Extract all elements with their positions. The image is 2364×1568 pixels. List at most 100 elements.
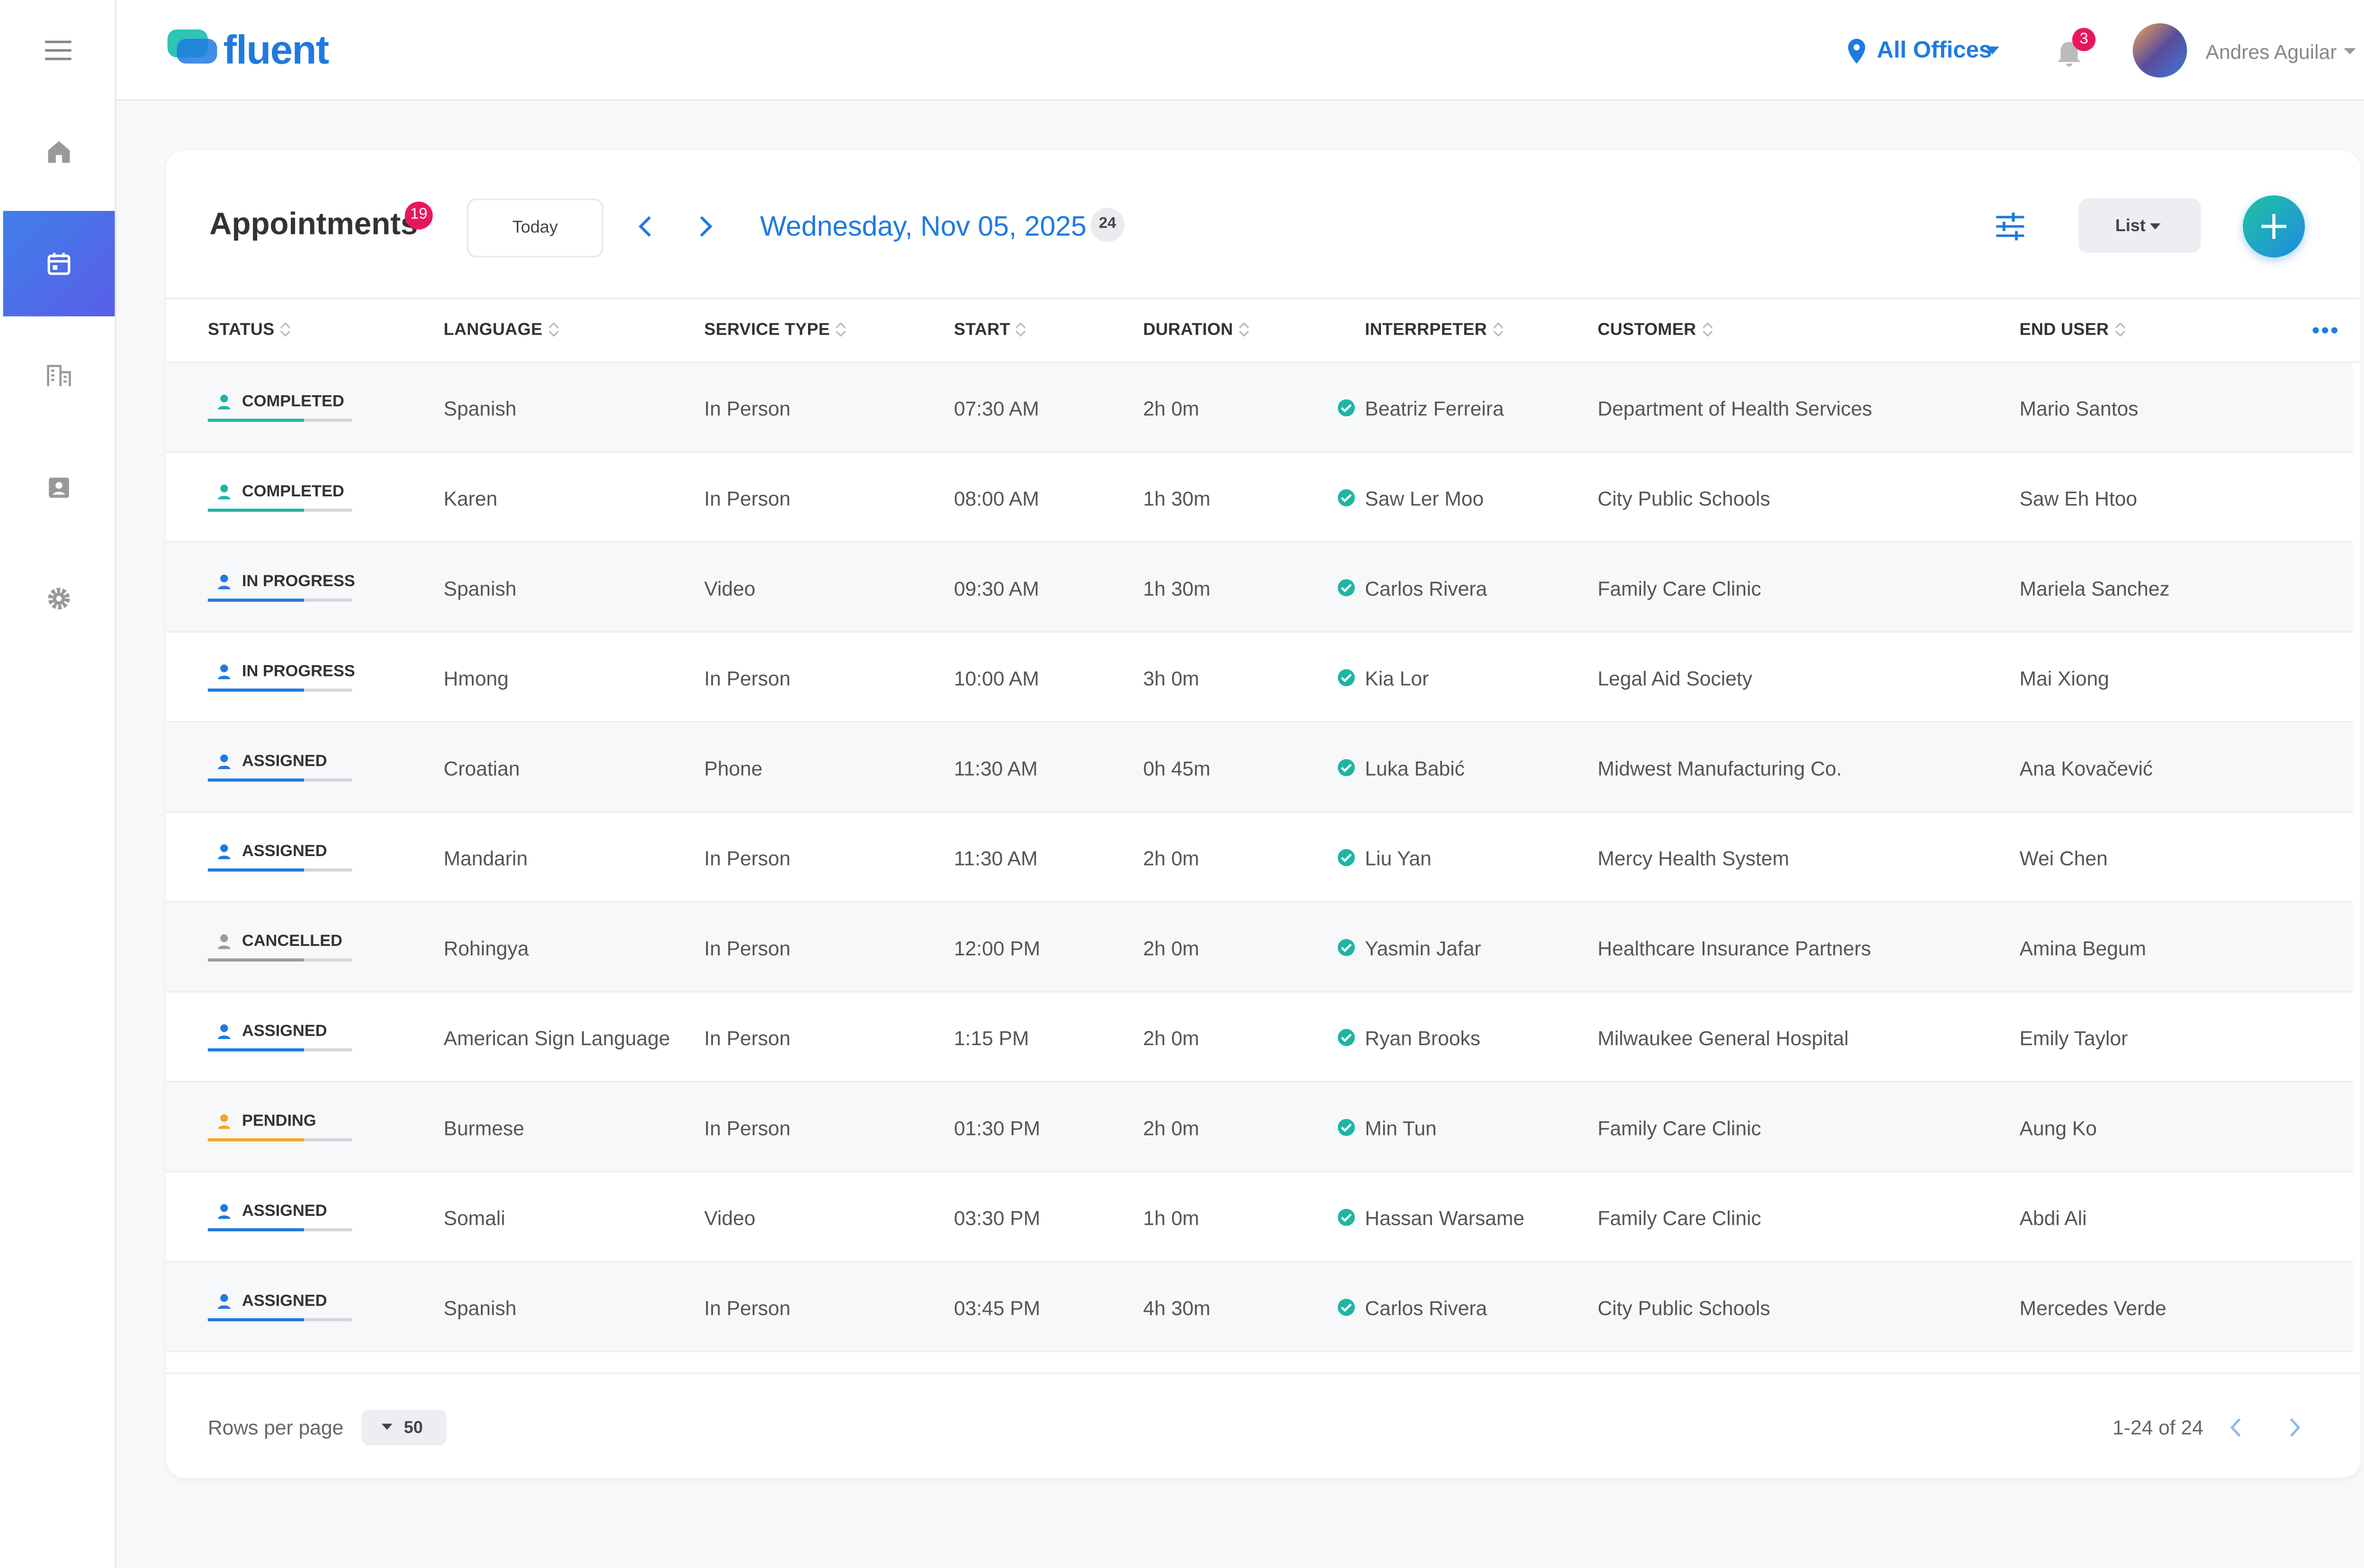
interpreter-status (1338, 1209, 1355, 1226)
bell-icon[interactable] (2054, 37, 2088, 71)
column-header[interactable]: CUSTOMER (1598, 321, 1712, 339)
table-row[interactable]: CANCELLED Rohingya In Person 12:00 PM 2h 0m Y… (166, 902, 2353, 993)
table-row[interactable]: ASSIGNED Somali Video 03:30 PM 1h 0m Hassan W… (166, 1172, 2353, 1263)
status-progress (208, 1048, 304, 1052)
column-header[interactable]: START (954, 321, 1026, 339)
page-range: 1-24 of 24 (2112, 1416, 2204, 1439)
start: 10:00 AM (954, 667, 1039, 690)
column-header[interactable]: STATUS (208, 321, 291, 339)
nav-buildings[interactable] (3, 322, 115, 428)
customer: Mercy Health System (1598, 847, 1790, 870)
status-progress (208, 868, 304, 872)
service-type: In Person (704, 1026, 791, 1050)
view-selector[interactable]: List (2078, 198, 2201, 253)
rows-per-page[interactable]: 50 (361, 1410, 447, 1446)
service-type: In Person (704, 936, 791, 960)
start: 1:15 PM (954, 1026, 1029, 1050)
duration: 2h 0m (1143, 1026, 1199, 1050)
service-type: In Person (704, 487, 791, 511)
interpreter: Kia Lor (1365, 667, 1429, 690)
interpreter: Luka Babić (1365, 756, 1465, 780)
prev-day[interactable] (637, 216, 653, 237)
service-type: In Person (704, 847, 791, 870)
interpreter-status (1338, 939, 1355, 956)
language: Hmong (443, 667, 509, 690)
column-header[interactable]: SERVICE TYPE (704, 321, 846, 339)
status-progress (208, 1138, 304, 1142)
end-user: Abdi Ali (2019, 1206, 2087, 1230)
next-day[interactable] (698, 216, 713, 237)
table-row[interactable]: ASSIGNED American Sign Language In Person 1… (166, 992, 2353, 1083)
sort-icon (1239, 322, 1250, 337)
nav-home[interactable] (3, 99, 115, 205)
table-row[interactable]: IN PROGRESS Spanish Video 09:30 AM 1h 30m Car… (166, 543, 2353, 633)
filter-icon[interactable] (1995, 212, 2026, 241)
rows-per-page-label: Rows per page (208, 1416, 344, 1439)
language: Spanish (443, 577, 517, 600)
status-progress (208, 688, 304, 692)
today-button[interactable]: Today (467, 198, 604, 258)
user-name[interactable]: Andres Aguilar (2206, 40, 2337, 64)
interpreter-status (1338, 1029, 1355, 1046)
more-columns[interactable] (2311, 324, 2339, 337)
interpreter-status (1338, 669, 1355, 686)
top-bar: fluent All Offices 3 Andres Aguilar (0, 0, 2364, 101)
page-title: Appointments (209, 208, 418, 242)
day-count: 24 (1090, 208, 1125, 242)
start: 09:30 AM (954, 577, 1039, 600)
interpreter: Saw Ler Moo (1365, 487, 1484, 511)
duration: 0h 45m (1143, 756, 1211, 780)
status-label: COMPLETED (242, 392, 345, 411)
table-row[interactable]: ASSIGNED Mandarin In Person 11:30 AM 2h 0m Li… (166, 813, 2353, 903)
divider (166, 1372, 2361, 1374)
column-header[interactable]: LANGUAGE (443, 321, 559, 339)
status-progress (208, 958, 304, 962)
language: Karen (443, 487, 498, 511)
status-icon (217, 664, 231, 679)
column-header[interactable]: DURATION (1143, 321, 1250, 339)
language: Spanish (443, 397, 517, 421)
caret (2149, 223, 2161, 230)
customer: Midwest Manufacturing Co. (1598, 756, 1842, 780)
avatar[interactable] (2132, 23, 2187, 78)
menu-icon[interactable] (45, 40, 73, 62)
column-header[interactable]: END USER (2019, 321, 2125, 339)
status-progress (208, 418, 304, 422)
caret (2343, 48, 2356, 54)
table-row[interactable]: ASSIGNED Croatian Phone 11:30 AM 0h 45m Luka … (166, 722, 2353, 813)
table-row[interactable]: PENDING Burmese In Person 01:30 PM 2h 0m Min … (166, 1082, 2353, 1173)
table-row[interactable]: COMPLETED Karen In Person 08:00 AM 1h 30m Saw… (166, 452, 2353, 543)
language: Burmese (443, 1117, 524, 1140)
end-user: Mercedes Verde (2019, 1296, 2166, 1320)
language: Rohingya (443, 936, 529, 960)
prev-page[interactable] (2229, 1417, 2243, 1438)
interpreter-status (1338, 1299, 1355, 1316)
duration: 2h 0m (1143, 847, 1199, 870)
status-label: IN PROGRESS (242, 662, 356, 681)
end-user: Mai Xiong (2019, 667, 2110, 690)
interpreter-status (1338, 1118, 1355, 1136)
status-label: ASSIGNED (242, 842, 327, 861)
status-label: ASSIGNED (242, 1022, 327, 1041)
service-type: Video (704, 577, 756, 600)
end-user: Aung Ko (2019, 1117, 2097, 1140)
status-icon (217, 1294, 231, 1309)
interpreter: Min Tun (1365, 1117, 1437, 1140)
column-header[interactable]: INTERRPETER (1365, 321, 1504, 339)
add-button[interactable] (2242, 195, 2305, 258)
next-page[interactable] (2288, 1417, 2302, 1438)
nav-calendar[interactable] (3, 211, 115, 317)
table-row[interactable]: ASSIGNED Spanish In Person 03:45 PM 4h 30m Ca… (166, 1262, 2353, 1352)
notification-badge: 3 (2072, 28, 2096, 52)
nav-contacts[interactable] (3, 434, 115, 540)
status-icon (217, 934, 231, 949)
customer: Family Care Clinic (1598, 1117, 1762, 1140)
status-icon (217, 485, 231, 500)
interpreter-status (1338, 489, 1355, 507)
nav-settings[interactable] (3, 546, 115, 651)
interpreter: Carlos Rivera (1365, 1296, 1487, 1320)
table-row[interactable]: COMPLETED Spanish In Person 07:30 AM 2h 0m Be… (166, 363, 2353, 453)
office-selector[interactable]: All Offices (1877, 37, 1992, 64)
table-row[interactable]: IN PROGRESS Hmong In Person 10:00 AM 3h 0m Ki… (166, 632, 2353, 723)
